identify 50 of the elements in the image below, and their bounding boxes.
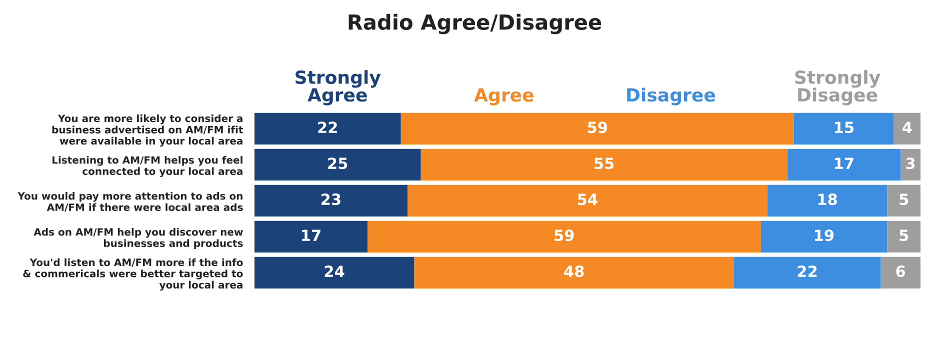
chart-title: Radio Agree/Disagree: [348, 14, 602, 34]
bar: [408, 184, 768, 217]
series-label: Agree: [474, 88, 534, 106]
bar: [760, 220, 888, 252]
bar: [900, 148, 921, 181]
y-tick-label: You would pay more attention to ads on AM/FM if there were local area ads: [18, 192, 243, 212]
data-label: 48: [564, 266, 584, 278]
y-tick-label: Listening to AM/FM helps you feel connected to your local area: [52, 156, 242, 178]
bar: [894, 112, 921, 145]
data-label: 5: [900, 230, 908, 242]
bar: [254, 148, 421, 181]
data-label: 3: [906, 158, 915, 170]
bar: [254, 184, 408, 217]
data-label: 6: [896, 266, 906, 278]
data-label: 24: [324, 266, 344, 277]
y-tick-label: You'd listen to AM/FM more if the info & commericals were better targeted to your local area: [23, 258, 243, 291]
data-label: 19: [815, 230, 834, 242]
series-label: Strongly Disagee: [795, 70, 880, 106]
bar: [254, 256, 414, 288]
series-label: Strongly Agree: [296, 70, 381, 106]
data-label: 18: [818, 194, 837, 206]
y-tick-label: You are more likely to consider a business advertised on AM/FM ifit were available in your local area: [52, 114, 243, 147]
bar: [414, 256, 734, 288]
data-label: 54: [578, 194, 598, 206]
bar: [254, 112, 401, 145]
bar: [420, 148, 788, 181]
data-label: 17: [835, 158, 854, 169]
bar: [734, 256, 881, 288]
data-label: 59: [588, 122, 608, 134]
bar: [787, 148, 901, 181]
data-label: 22: [318, 122, 337, 133]
data-label: 23: [322, 194, 340, 206]
data-label: 55: [594, 158, 614, 170]
bar: [400, 112, 794, 145]
data-label: 59: [554, 230, 574, 242]
bar: [767, 184, 888, 217]
data-label: 17: [302, 230, 320, 241]
bar: [254, 220, 368, 252]
bar: [887, 184, 921, 217]
y-tick-label: Ads on AM/FM help you discover new businesses and products: [34, 228, 243, 249]
bar: [887, 220, 921, 252]
text: Disagree: [627, 88, 716, 106]
bar: [880, 256, 921, 288]
data-label: 4: [902, 122, 912, 133]
data-label: 25: [328, 158, 348, 170]
data-label: 15: [835, 122, 854, 134]
data-label: 5: [900, 194, 908, 206]
data-label: 22: [798, 266, 817, 277]
bar: [794, 112, 894, 145]
bar: [368, 220, 761, 252]
